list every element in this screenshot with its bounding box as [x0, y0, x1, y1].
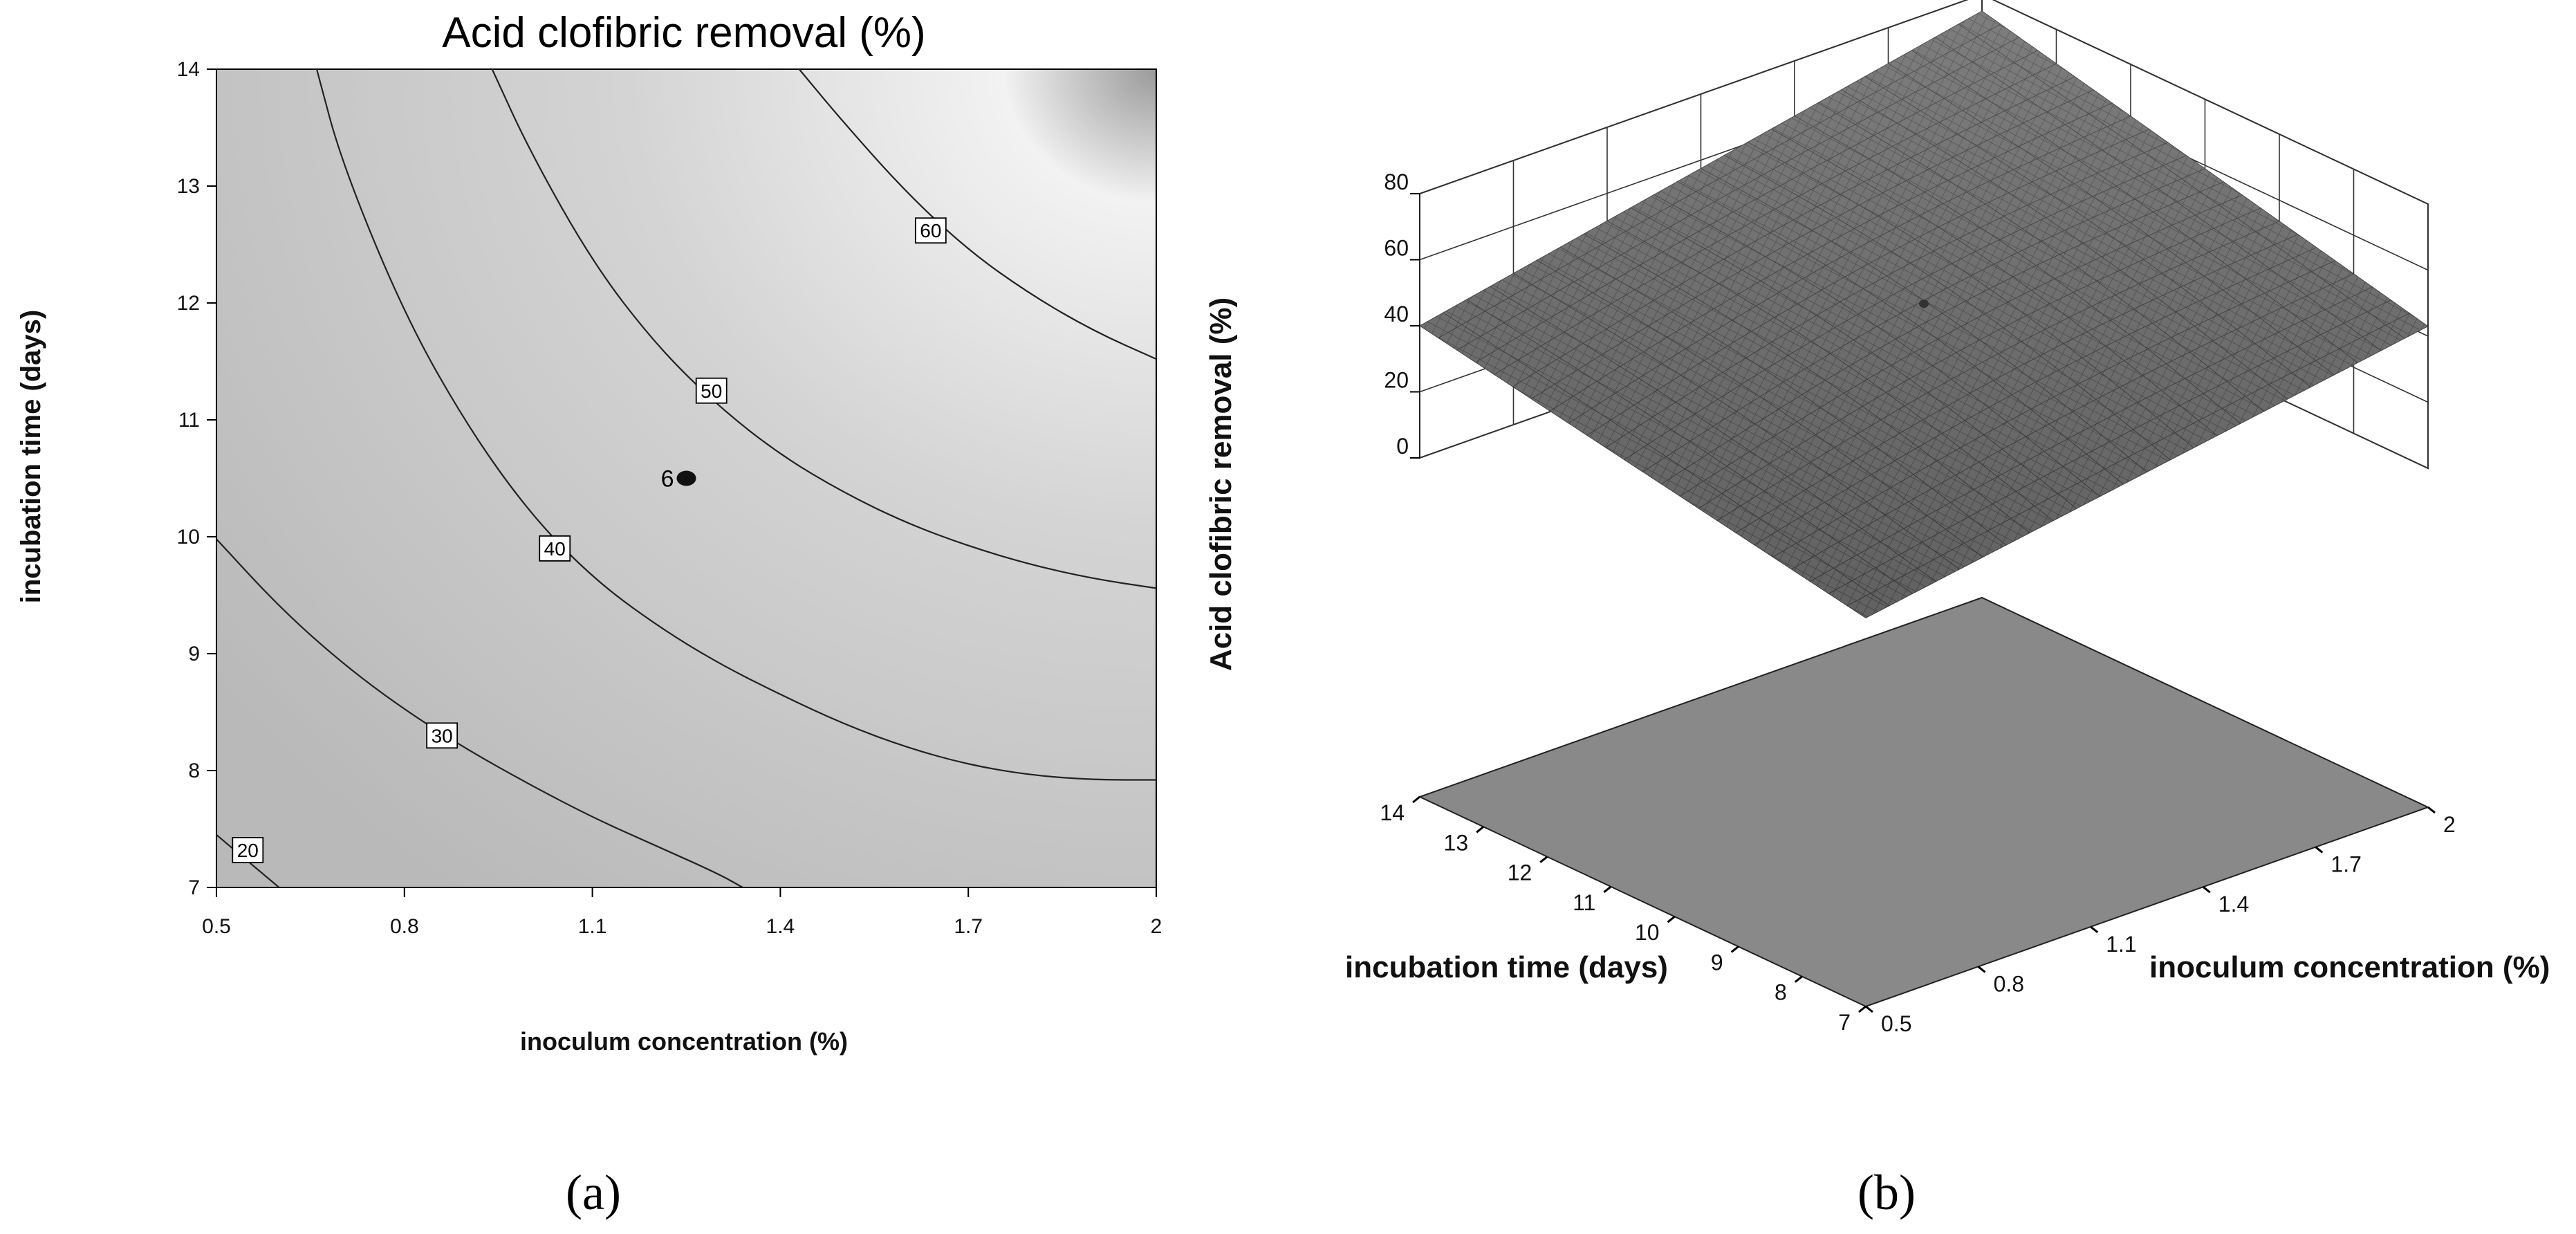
contour-label-text: 40 [544, 538, 566, 560]
y-tick-label-3d: 13 [1444, 830, 1469, 855]
y-tick-label-3d: 11 [1573, 890, 1595, 915]
contour-label-box [232, 837, 264, 863]
contour-label-box [426, 722, 458, 749]
y-tick-mark-3d [1412, 795, 1420, 804]
x-tick-label-3d: 2 [2443, 812, 2456, 837]
x-tick-mark-3d [2202, 886, 2211, 894]
contour-label-20: 20 [232, 837, 264, 863]
x-tick-label: 1.1 [578, 915, 607, 938]
z-axis-label: Acid clofibric removal (%) [1204, 297, 1238, 671]
y-tick-label-3d: 10 [1635, 920, 1660, 945]
contour-label-text: 50 [701, 380, 722, 402]
x-tick-mark-3d [2427, 806, 2436, 814]
y-tick-label-3d: 7 [1838, 1010, 1851, 1035]
z-tick-label: 20 [1384, 368, 1409, 393]
y-axis-label: incubation time (days) [16, 310, 46, 604]
y-tick-label: 10 [177, 526, 200, 549]
contour-label-box [914, 217, 947, 244]
panel-label-b: (b) [1857, 1165, 1916, 1220]
contour-title: Acid clofibric removal (%) [442, 9, 925, 57]
x-tick-label: 1.7 [954, 915, 983, 938]
x-axis-label: inoculum concentration (%) [520, 1027, 848, 1056]
y-tick-label: 7 [188, 876, 200, 899]
center-point-label: 6 [661, 466, 674, 492]
x-tick-label-3d: 1.7 [2331, 852, 2361, 877]
x-tick-label-3d: 0.5 [1881, 1011, 1911, 1036]
x-tick-label-3d: 1.4 [2218, 892, 2249, 917]
y-tick-mark-3d [1603, 885, 1612, 894]
y-tick-mark-3d [1730, 946, 1739, 953]
y-tick-label: 9 [188, 643, 200, 665]
contour-line-40 [315, 68, 1156, 781]
panel-label-a: (a) [566, 1165, 621, 1220]
response-surface [1419, 10, 2429, 618]
contour-label-50: 50 [695, 377, 728, 404]
contour-label-30: 30 [426, 722, 458, 749]
surface-shading [1420, 10, 2428, 618]
y-tick-mark-3d [1539, 856, 1548, 863]
center-point-marker: 6 [661, 466, 696, 492]
y-tick-label: 11 [178, 409, 200, 432]
y-tick-label-3d: 14 [1380, 800, 1405, 825]
x-axis-ticks-3d: 0.5 0.8 1.1 1.4 1.7 2 [1865, 806, 2456, 1036]
y-tick-label-3d: 9 [1711, 950, 1723, 975]
surface-plot-panel: 0 20 40 60 80 0.5 0.8 1.1 1.4 1.7 2 7 8 9 10 11 12 13 14… [1204, 0, 2550, 1220]
z-tick-label: 40 [1384, 302, 1409, 326]
y-tick-label: 14 [177, 58, 200, 81]
x-tick-label-3d: 1.1 [2106, 932, 2136, 957]
contour-label-text: 20 [237, 840, 259, 861]
contour-level-labels: 20 30 40 50 60 [232, 217, 947, 863]
z-axis-ticks: 0 20 40 60 80 [1384, 169, 1420, 459]
contour-label-text: 60 [920, 220, 941, 241]
center-point-dot [676, 470, 696, 486]
x-tick-label: 0.5 [202, 915, 231, 938]
z-tick-label: 0 [1396, 434, 1409, 459]
y-tick-mark-3d [1667, 915, 1676, 923]
y-tick-mark-3d [1858, 1005, 1866, 1013]
x-tick-label: 0.8 [390, 915, 419, 938]
x-tick-mark-3d [1977, 966, 1986, 973]
contour-line-50 [491, 68, 1157, 589]
x-tick-mark-3d [2090, 926, 2099, 933]
y-axis-ticks: 7 8 9 10 11 12 13 14 [177, 58, 216, 899]
y-tick-label-3d: 8 [1775, 980, 1787, 1005]
y-tick-mark-3d [1794, 975, 1803, 983]
floor-plane [1418, 596, 2430, 1008]
contour-label-text: 30 [432, 725, 453, 746]
x-tick-label-3d: 0.8 [1994, 971, 2024, 996]
contour-label-40: 40 [539, 535, 571, 562]
surface-center-point [1919, 300, 1929, 308]
y-tick-mark-3d [1476, 826, 1485, 834]
x-tick-mark-3d [1865, 1005, 1873, 1013]
x-axis-ticks: 0.5 0.8 1.1 1.4 1.7 2 [202, 887, 1162, 938]
x-tick-label: 2 [1151, 915, 1162, 938]
y-tick-label-3d: 12 [1508, 860, 1532, 885]
contour-label-box [695, 377, 728, 404]
y-tick-label: 13 [177, 175, 200, 198]
contour-label-60: 60 [914, 217, 947, 244]
x-axis-label-3d: inoculum concentration (%) [2149, 950, 2550, 984]
y-axis-label-3d: incubation time (days) [1345, 950, 1668, 984]
y-axis-ticks-3d: 7 8 9 10 11 12 13 14 [1380, 795, 1866, 1035]
contour-label-box [539, 535, 571, 562]
z-tick-label: 80 [1384, 169, 1409, 194]
x-tick-label: 1.4 [766, 915, 795, 938]
z-tick-label: 60 [1384, 236, 1409, 261]
y-tick-label: 8 [188, 759, 200, 782]
x-tick-mark-3d [2315, 846, 2324, 854]
contour-line-30 [216, 538, 743, 888]
y-tick-label: 12 [177, 292, 200, 315]
